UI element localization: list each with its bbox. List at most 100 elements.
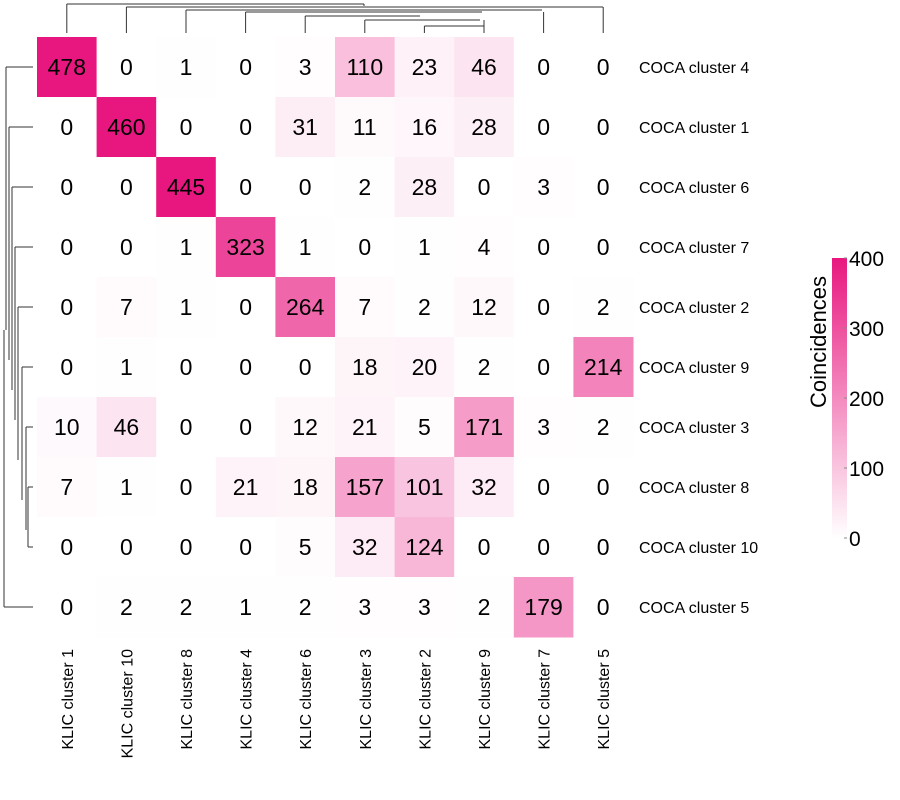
heatmap-cell <box>513 577 574 638</box>
cell-value-label: 5 <box>418 414 431 440</box>
cell-value-label: 5 <box>299 534 312 560</box>
heatmap-cell <box>96 577 157 638</box>
colorbar-tick-label: 100 <box>849 458 884 481</box>
heatmap-cell <box>454 97 515 158</box>
heatmap-cell <box>37 97 98 158</box>
cell-value-label: 46 <box>471 54 497 80</box>
cell-value-label: 18 <box>292 474 318 500</box>
heatmap-cell <box>37 397 98 458</box>
colorbar-ticks: 0 100 200 300 400 <box>844 248 884 551</box>
column-label: KLIC cluster 4 <box>239 649 256 750</box>
cell-value-label: 7 <box>358 294 371 320</box>
cell-value-label: 46 <box>114 414 140 440</box>
cell-value-label: 2 <box>180 594 193 620</box>
heatmap-cell <box>275 577 336 638</box>
cell-value-label: 0 <box>239 174 252 200</box>
cell-value-label: 7 <box>120 294 133 320</box>
cell-value-label: 0 <box>60 354 73 380</box>
cell-value-label: 0 <box>299 354 312 380</box>
cell-value-label: 171 <box>465 414 503 440</box>
row-labels: COCA cluster 4 COCA cluster 1 COCA cluster… <box>639 60 758 617</box>
heatmap-cell <box>513 217 574 278</box>
cell-value-label: 3 <box>358 594 371 620</box>
cell-value-label: 1 <box>299 234 312 260</box>
heatmap-cell <box>394 457 455 518</box>
heatmap-cell <box>275 97 336 158</box>
colorbar-title: Coincidences <box>806 276 831 408</box>
cell-value-label: 12 <box>292 414 318 440</box>
cell-value-label: 10 <box>54 414 80 440</box>
heatmap-cell <box>37 157 98 218</box>
heatmap-cell <box>96 337 157 398</box>
row-dendrogram <box>3 66 33 608</box>
heatmap-cell <box>394 517 455 578</box>
heatmap-cell <box>454 457 515 518</box>
cell-value-label: 0 <box>537 114 550 140</box>
cell-value-label: 0 <box>597 594 610 620</box>
heatmap-cell <box>573 157 634 218</box>
cell-value-label: 0 <box>60 534 73 560</box>
row-label: COCA cluster 7 <box>639 240 749 257</box>
heatmap-cell <box>37 577 98 638</box>
column-label: KLIC cluster 8 <box>179 649 196 750</box>
heatmap-cells: 478 0 1 0 3 110 23 46 0 00 460 0 0 31 11 16 28 0 00 0 445 0 0 2… <box>37 37 634 638</box>
column-label: KLIC cluster 7 <box>537 649 554 750</box>
row-label: COCA cluster 9 <box>639 360 749 377</box>
heatmap-cell <box>573 517 634 578</box>
column-label: KLIC cluster 3 <box>358 649 375 750</box>
cell-value-label: 2 <box>597 414 610 440</box>
row-label: COCA cluster 3 <box>639 420 749 437</box>
heatmap-cell <box>454 37 515 98</box>
cell-value-label: 2 <box>597 294 610 320</box>
cell-value-label: 7 <box>60 474 73 500</box>
heatmap-cell <box>335 577 396 638</box>
heatmap-cell <box>394 337 455 398</box>
cell-value-label: 0 <box>239 54 252 80</box>
heatmap-cell <box>573 277 634 338</box>
cell-value-label: 1 <box>180 294 193 320</box>
cell-value-label: 1 <box>120 474 133 500</box>
row-label: COCA cluster 2 <box>639 300 749 317</box>
heatmap-cell <box>335 457 396 518</box>
cell-value-label: 0 <box>60 234 73 260</box>
heatmap-cell <box>156 397 217 458</box>
cell-value-label: 0 <box>180 354 193 380</box>
colorbar-tick-label: 0 <box>849 528 861 551</box>
heatmap-cell <box>96 97 157 158</box>
heatmap-cell <box>454 277 515 338</box>
cell-value-label: 0 <box>299 174 312 200</box>
cell-value-label: 0 <box>597 114 610 140</box>
cell-value-label: 1 <box>239 594 252 620</box>
heatmap-cell <box>454 517 515 578</box>
cell-value-label: 0 <box>180 474 193 500</box>
cell-value-label: 23 <box>412 54 438 80</box>
heatmap-cell <box>275 337 336 398</box>
row-label: COCA cluster 8 <box>639 480 749 497</box>
colorbar-tick-label: 400 <box>849 248 884 271</box>
column-dendrogram <box>66 3 604 33</box>
heatmap-cell <box>573 457 634 518</box>
heatmap-cell <box>275 457 336 518</box>
cell-value-label: 32 <box>471 474 497 500</box>
column-label: KLIC cluster 5 <box>596 649 613 750</box>
heatmap-cell <box>573 397 634 458</box>
heatmap-cell <box>96 397 157 458</box>
heatmap-cell <box>156 37 217 98</box>
cell-value-label: 0 <box>358 234 371 260</box>
cell-value-label: 3 <box>537 414 550 440</box>
heatmap-cell <box>156 157 217 218</box>
heatmap-cell <box>96 157 157 218</box>
heatmap-cell <box>96 457 157 518</box>
colorbar-gradient <box>832 258 847 538</box>
heatmap-cell <box>96 517 157 578</box>
cell-value-label: 0 <box>120 234 133 260</box>
heatmap-cell <box>513 397 574 458</box>
cell-value-label: 179 <box>524 594 562 620</box>
heatmap-cell <box>394 397 455 458</box>
heatmap-cell <box>394 157 455 218</box>
heatmap-cell <box>275 157 336 218</box>
cell-value-label: 31 <box>292 114 318 140</box>
cell-value-label: 0 <box>537 294 550 320</box>
cell-value-label: 1 <box>180 54 193 80</box>
